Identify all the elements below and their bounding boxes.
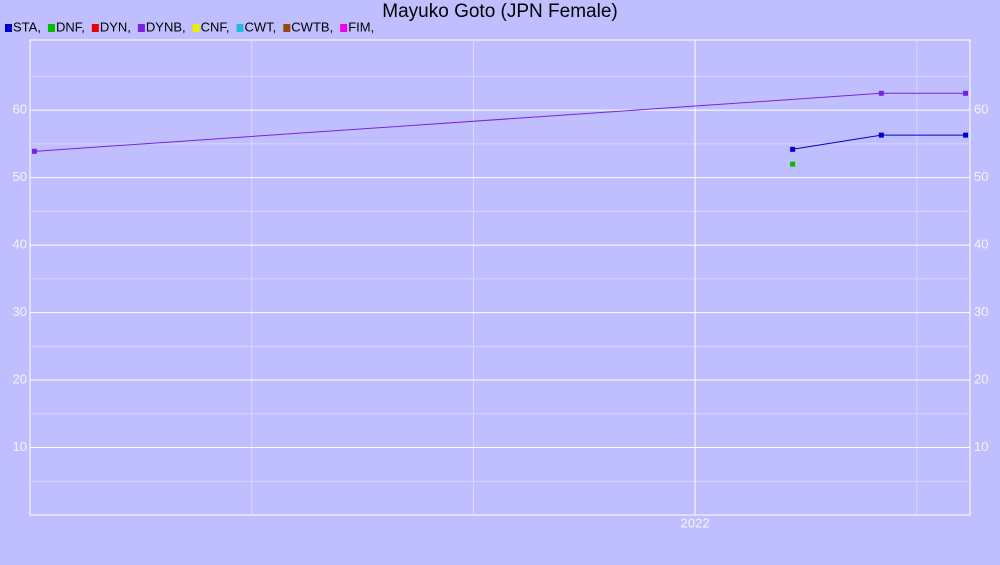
legend-label: DYNB, — [146, 19, 186, 34]
legend-label: CWTB, — [291, 19, 333, 34]
y-tick-label: 10 — [13, 439, 27, 454]
data-point — [31, 148, 37, 154]
legend-swatch — [91, 24, 99, 32]
plot-area — [29, 39, 971, 516]
y-tick-label: 30 — [13, 304, 27, 319]
y2-tick-label: 40 — [974, 237, 988, 252]
legend-label: DNF, — [56, 19, 85, 34]
x-tick-label: 2022 — [681, 515, 710, 530]
legend-label: CWT, — [245, 19, 277, 34]
legend-swatch — [283, 24, 291, 32]
legend-swatch — [47, 24, 55, 32]
y-tick-label: 40 — [13, 237, 27, 252]
y2-tick-label: 20 — [974, 371, 988, 386]
legend-swatch — [192, 24, 200, 32]
y2-tick-label: 60 — [974, 102, 988, 117]
y-tick-label: 50 — [13, 169, 27, 184]
data-point — [878, 90, 884, 96]
legend-swatch — [236, 24, 244, 32]
y2-tick-label: 30 — [974, 304, 988, 319]
legend-swatch — [137, 24, 145, 32]
legend-swatch — [340, 24, 348, 32]
legend-label: STA, — [13, 19, 41, 34]
y-tick-label: 60 — [13, 102, 27, 117]
data-point — [790, 146, 796, 152]
legend-label: CNF, — [201, 19, 230, 34]
legend-label: DYN, — [100, 19, 131, 34]
y-tick-label: 20 — [13, 371, 27, 386]
chart-title: Mayuko Goto (JPN Female) — [382, 1, 617, 22]
legend-swatch — [5, 24, 12, 32]
legend-label: FIM, — [348, 19, 374, 34]
data-point — [963, 132, 969, 138]
data-point — [790, 161, 796, 167]
data-point — [878, 132, 884, 138]
y2-tick-label: 50 — [974, 169, 988, 184]
data-point — [963, 90, 969, 96]
y2-tick-label: 10 — [974, 439, 988, 454]
